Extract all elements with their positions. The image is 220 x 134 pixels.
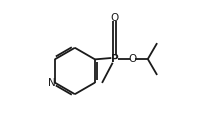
Text: P: P — [111, 54, 118, 64]
Text: N: N — [48, 78, 56, 88]
Text: O: O — [110, 13, 119, 23]
Text: O: O — [128, 54, 137, 64]
